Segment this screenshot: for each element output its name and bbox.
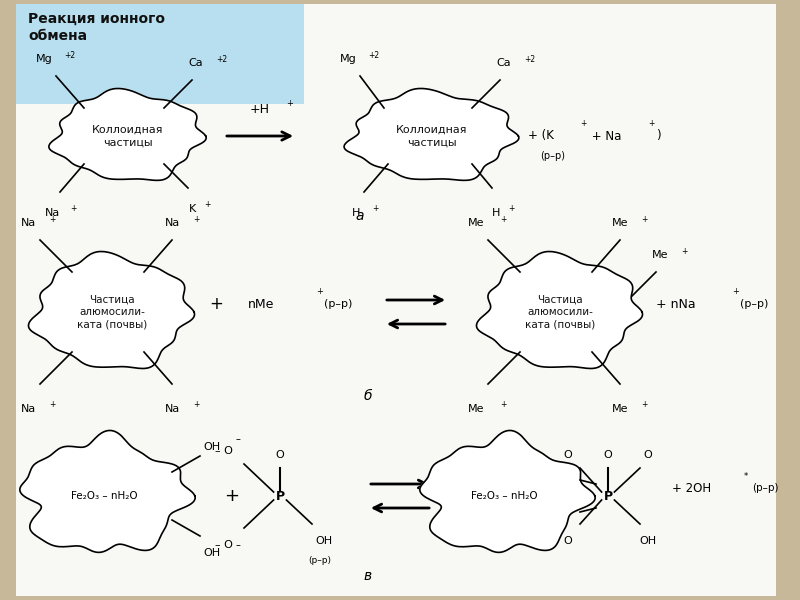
Text: nMe: nMe xyxy=(248,298,274,311)
Text: Коллоидная
частицы: Коллоидная частицы xyxy=(92,125,164,147)
Text: O: O xyxy=(276,450,284,460)
Text: +: + xyxy=(50,215,56,224)
Text: +: + xyxy=(580,119,586,128)
Polygon shape xyxy=(477,251,642,368)
Text: +: + xyxy=(316,287,323,296)
Text: Me: Me xyxy=(612,404,628,414)
Text: Mg: Mg xyxy=(36,54,52,64)
Text: Me: Me xyxy=(468,218,484,228)
Text: OH: OH xyxy=(203,548,221,558)
Text: +: + xyxy=(508,204,514,213)
Polygon shape xyxy=(29,251,194,368)
Text: P: P xyxy=(603,490,613,503)
Text: –: – xyxy=(236,434,241,444)
Text: а: а xyxy=(356,209,364,223)
Text: +: + xyxy=(682,247,688,256)
Polygon shape xyxy=(49,88,206,181)
Text: + nNa: + nNa xyxy=(656,298,696,311)
Text: ): ) xyxy=(656,130,661,142)
Text: +2: +2 xyxy=(216,55,227,64)
Text: O: O xyxy=(644,450,652,460)
Text: Me: Me xyxy=(652,250,668,260)
Text: +: + xyxy=(732,287,739,296)
Text: +: + xyxy=(648,119,654,128)
Text: O: O xyxy=(564,536,572,546)
Text: (р–р): (р–р) xyxy=(540,151,565,161)
Text: – O: – O xyxy=(215,446,233,456)
Text: Me: Me xyxy=(612,218,628,228)
Text: +: + xyxy=(372,204,378,213)
Text: в: в xyxy=(364,569,372,583)
Text: Na: Na xyxy=(164,404,180,414)
Text: K: K xyxy=(188,204,196,214)
Text: +: + xyxy=(50,400,56,409)
Text: OH: OH xyxy=(203,442,221,452)
Text: (р–р): (р–р) xyxy=(309,556,331,565)
Text: Коллоидная
частицы: Коллоидная частицы xyxy=(396,125,468,147)
Text: б: б xyxy=(364,389,372,403)
Text: OH: OH xyxy=(639,536,657,546)
Text: +: + xyxy=(500,215,506,224)
Text: Fe₂O₃ – nH₂O: Fe₂O₃ – nH₂O xyxy=(470,491,538,501)
FancyBboxPatch shape xyxy=(16,4,304,104)
Text: (р–р): (р–р) xyxy=(752,483,778,493)
Text: Me: Me xyxy=(468,404,484,414)
Text: O: O xyxy=(564,450,572,460)
Text: Частица
алюмосили-
ката (почвы): Частица алюмосили- ката (почвы) xyxy=(77,295,147,329)
Text: + 2OH: + 2OH xyxy=(672,481,711,494)
Text: *: * xyxy=(744,472,748,481)
Text: +2: +2 xyxy=(524,55,535,64)
Text: +: + xyxy=(500,400,506,409)
Text: P: P xyxy=(275,490,285,503)
Text: Частица
алюмосили-
ката (почвы): Частица алюмосили- ката (почвы) xyxy=(525,295,595,329)
Text: + (K: + (K xyxy=(528,130,554,142)
Text: Реакция ионного
обмена: Реакция ионного обмена xyxy=(28,12,165,43)
Text: O: O xyxy=(604,450,612,460)
Text: + Na: + Na xyxy=(588,130,622,142)
Text: +2: +2 xyxy=(368,51,379,60)
Text: +: + xyxy=(209,295,223,313)
Text: (р–р): (р–р) xyxy=(740,299,768,309)
Text: Na: Na xyxy=(20,218,36,228)
FancyBboxPatch shape xyxy=(16,4,776,596)
Text: +: + xyxy=(225,487,239,505)
Text: OH: OH xyxy=(315,536,333,546)
Text: Fe₂O₃ – nH₂O: Fe₂O₃ – nH₂O xyxy=(70,491,138,501)
Text: +: + xyxy=(286,99,294,108)
Text: +: + xyxy=(204,200,210,209)
Text: +: + xyxy=(70,204,77,213)
Text: H: H xyxy=(352,208,360,218)
Text: +: + xyxy=(194,215,200,224)
Text: +: + xyxy=(642,215,648,224)
Polygon shape xyxy=(344,88,519,181)
Text: Ca: Ca xyxy=(189,58,203,68)
Text: H: H xyxy=(492,208,500,218)
Text: Na: Na xyxy=(20,404,36,414)
Text: –: – xyxy=(236,540,241,550)
Text: Ca: Ca xyxy=(497,58,511,68)
Text: Mg: Mg xyxy=(340,54,356,64)
Text: +: + xyxy=(642,400,648,409)
Text: – O: – O xyxy=(215,540,233,550)
Text: +2: +2 xyxy=(64,51,75,60)
Text: +: + xyxy=(194,400,200,409)
Text: (р–р): (р–р) xyxy=(324,299,352,309)
Polygon shape xyxy=(20,430,195,553)
Polygon shape xyxy=(420,430,595,553)
Text: Na: Na xyxy=(44,208,60,218)
Text: +H: +H xyxy=(250,103,270,116)
Text: Na: Na xyxy=(164,218,180,228)
